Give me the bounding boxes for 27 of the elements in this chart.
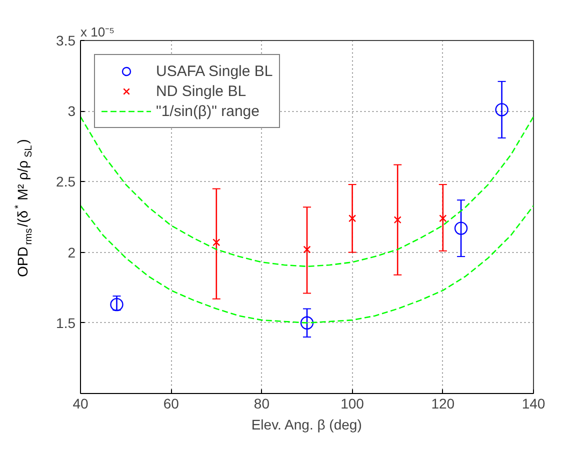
y-tick-label: 2.5	[56, 174, 76, 190]
legend-label: "1/sin(β)" range	[156, 102, 260, 120]
x-axis-title: Elev. Ang. β (deg)	[251, 416, 362, 432]
point	[110, 298, 124, 312]
point	[303, 246, 311, 254]
y-axis-title: OPDrms/(δ* M² ρ/ρSL)	[14, 139, 34, 278]
y-tick-label: 3.5	[56, 32, 76, 48]
x-tick-label: 100	[340, 396, 364, 412]
x-tick-label: 120	[431, 396, 455, 412]
x-tick-label: 140	[522, 396, 546, 412]
point	[495, 103, 508, 116]
point	[348, 214, 356, 222]
y-tick-label: 1.5	[56, 314, 76, 331]
line-series	[80, 205, 534, 324]
y-tick-label: 3	[68, 103, 76, 120]
point	[300, 316, 314, 330]
point	[394, 216, 402, 224]
point	[439, 214, 447, 222]
y-tick-label: 2	[68, 244, 76, 260]
legend-label: ND Single BL	[156, 82, 246, 100]
point	[454, 222, 468, 235]
text: x 10⁻⁵	[80, 24, 114, 40]
x-tick-label: 60	[163, 396, 180, 412]
legend-label: USAFA Single BL	[156, 62, 273, 80]
point	[212, 238, 220, 246]
x-tick-label: 80	[254, 396, 270, 412]
x-tick-label: 40	[72, 396, 88, 412]
